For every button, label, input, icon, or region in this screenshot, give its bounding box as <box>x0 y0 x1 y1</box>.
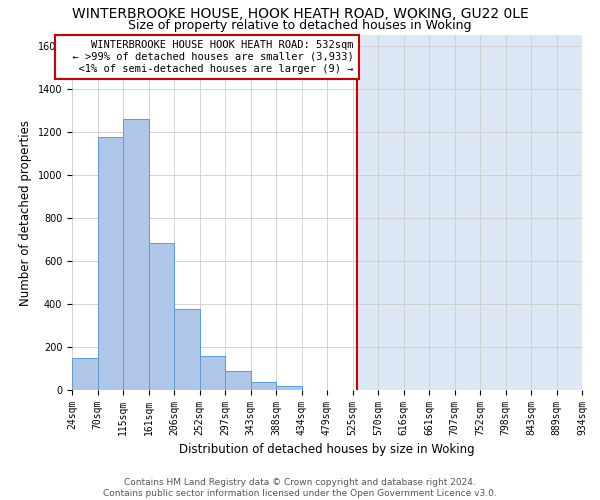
Bar <box>149 242 174 390</box>
Y-axis label: Number of detached properties: Number of detached properties <box>19 120 32 306</box>
Bar <box>251 382 276 390</box>
Text: Size of property relative to detached houses in Woking: Size of property relative to detached ho… <box>128 19 472 32</box>
Bar <box>225 370 251 390</box>
Bar <box>276 386 302 390</box>
Bar <box>174 310 200 390</box>
X-axis label: Distribution of detached houses by size in Woking: Distribution of detached houses by size … <box>179 444 475 456</box>
Text: WINTERBROOKE HOUSE HOOK HEATH ROAD: 532sqm
  ← >99% of detached houses are small: WINTERBROOKE HOUSE HOOK HEATH ROAD: 532s… <box>60 40 354 74</box>
Text: WINTERBROOKE HOUSE, HOOK HEATH ROAD, WOKING, GU22 0LE: WINTERBROOKE HOUSE, HOOK HEATH ROAD, WOK… <box>71 8 529 22</box>
Bar <box>200 356 225 390</box>
Text: Contains HM Land Registry data © Crown copyright and database right 2024.
Contai: Contains HM Land Registry data © Crown c… <box>103 478 497 498</box>
Bar <box>357 35 582 390</box>
Bar <box>98 137 123 390</box>
Bar <box>123 119 149 390</box>
Bar <box>72 358 98 390</box>
